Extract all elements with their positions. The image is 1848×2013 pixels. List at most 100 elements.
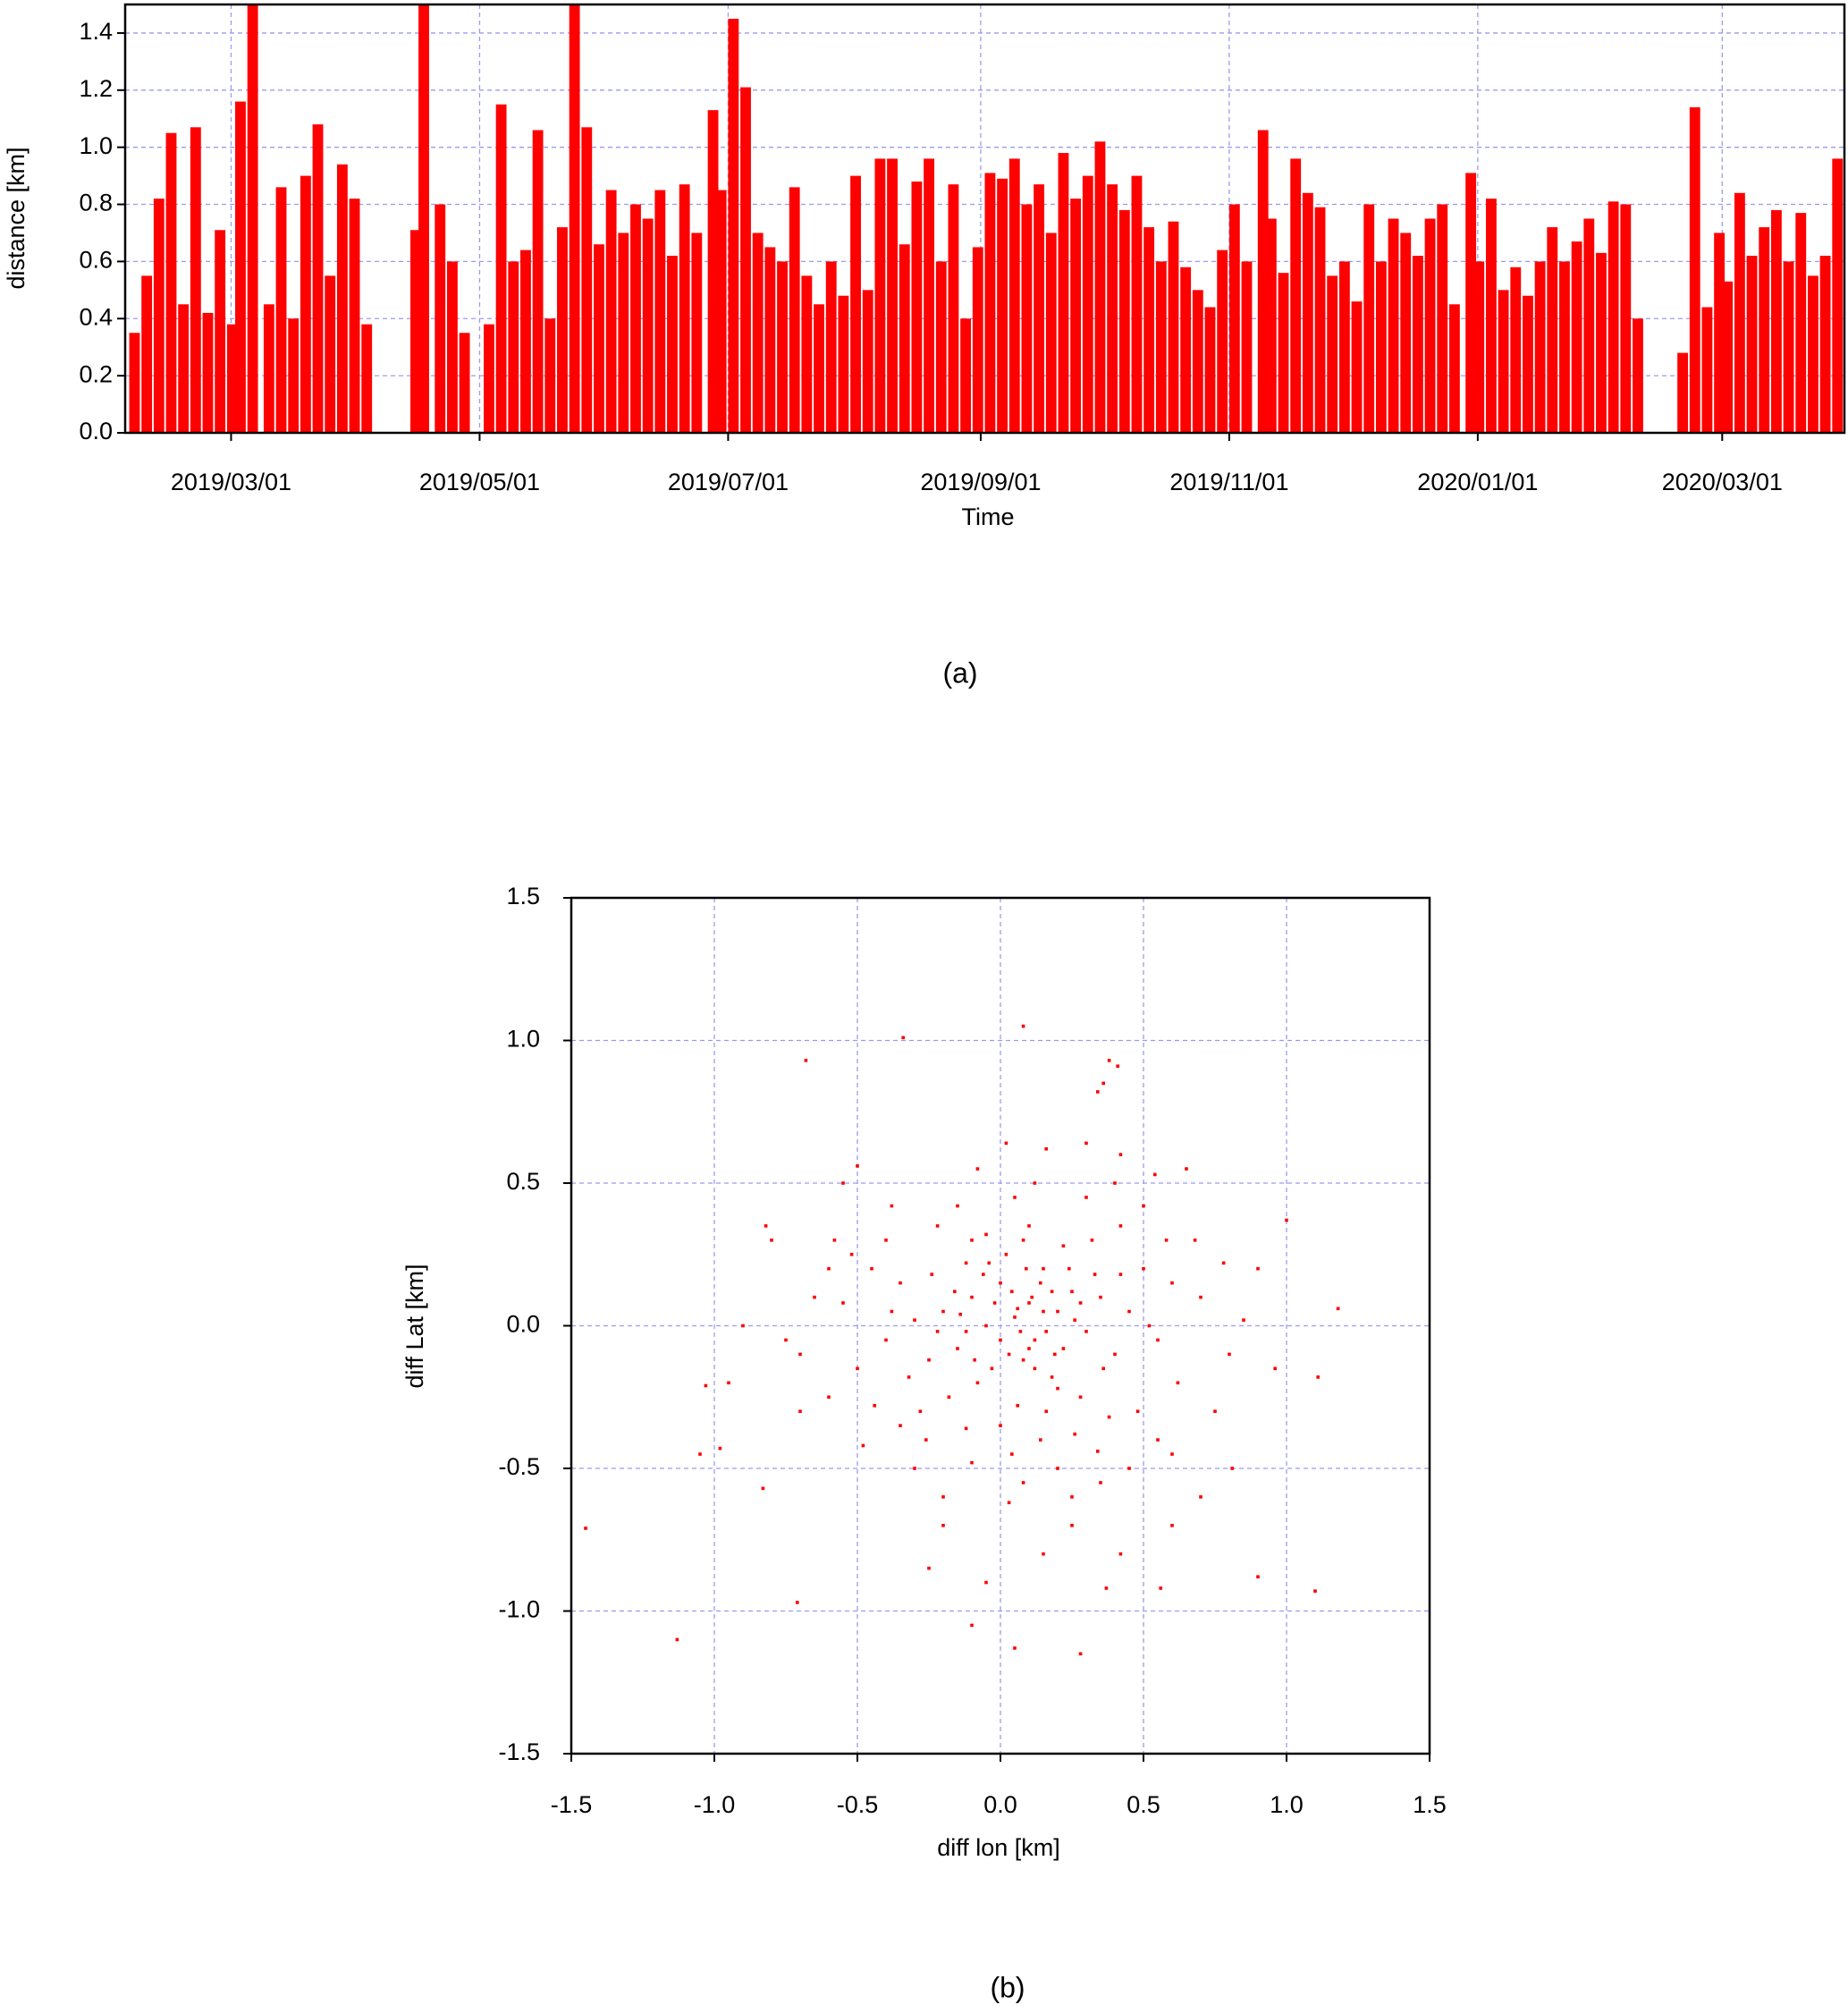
- point: [964, 1426, 968, 1431]
- bar: [814, 304, 824, 433]
- point: [718, 1446, 722, 1451]
- bar: [1338, 261, 1350, 433]
- point: [1107, 1059, 1111, 1062]
- bar: [544, 318, 556, 433]
- point: [999, 1424, 1002, 1427]
- point: [1021, 1024, 1025, 1028]
- point: [1213, 1409, 1217, 1413]
- bar: [911, 181, 923, 433]
- bar: [960, 318, 972, 433]
- point: [1070, 1290, 1074, 1294]
- point: [984, 1324, 988, 1328]
- bar: [532, 130, 544, 434]
- bar: [1302, 192, 1313, 433]
- y-tick-label: -1.0: [498, 1596, 540, 1623]
- point: [1107, 1415, 1111, 1419]
- bar: [740, 87, 751, 434]
- bar: [850, 175, 861, 433]
- point: [1004, 1141, 1008, 1146]
- bar: [1571, 241, 1582, 433]
- point: [941, 1524, 945, 1527]
- bar: [1168, 221, 1179, 433]
- point: [1285, 1218, 1288, 1222]
- bar: [1759, 227, 1770, 433]
- bar: [924, 158, 934, 433]
- point: [1316, 1375, 1320, 1379]
- plot-frame: [123, 3, 1846, 435]
- bar: [336, 164, 348, 433]
- bar: [1832, 158, 1844, 433]
- x-tick-label: 0.5: [1127, 1791, 1160, 1818]
- bar: [752, 233, 764, 433]
- point: [741, 1324, 745, 1328]
- bar: [1131, 175, 1143, 433]
- point: [1010, 1452, 1014, 1456]
- point: [975, 1167, 980, 1171]
- bar: [1523, 295, 1533, 433]
- bar: [825, 261, 837, 433]
- bar: [1375, 261, 1387, 433]
- bar: [459, 333, 470, 433]
- bar: [801, 275, 813, 433]
- bar: [446, 261, 458, 433]
- point: [1061, 1347, 1066, 1350]
- x-axis-label: Time: [962, 503, 1015, 530]
- bar: [1180, 266, 1192, 433]
- bar: [594, 244, 604, 433]
- point: [1313, 1589, 1317, 1593]
- bar: [1633, 318, 1643, 433]
- bar: [667, 256, 678, 433]
- y-tick-label: 1.5: [506, 883, 540, 909]
- bar: [679, 184, 690, 433]
- x-tick-label: 2019/03/01: [171, 469, 291, 495]
- bar: [1217, 250, 1228, 433]
- point: [1199, 1495, 1202, 1499]
- bar: [418, 4, 429, 433]
- point: [973, 1358, 976, 1362]
- point: [1127, 1467, 1131, 1470]
- bar: [1228, 204, 1240, 433]
- bar: [1465, 173, 1477, 433]
- point: [804, 1059, 808, 1062]
- bar: [215, 230, 226, 433]
- bar: [1620, 204, 1632, 433]
- point: [1078, 1652, 1083, 1656]
- bar: [1118, 209, 1130, 433]
- bar: [899, 244, 910, 433]
- bar: [777, 261, 788, 433]
- point: [1193, 1239, 1197, 1242]
- point: [1113, 1181, 1117, 1185]
- bar: [1278, 273, 1289, 433]
- point: [1164, 1239, 1169, 1242]
- bar: [1448, 304, 1460, 433]
- point: [1016, 1404, 1019, 1408]
- point: [1042, 1552, 1045, 1556]
- bar: [361, 324, 373, 433]
- x-axis-label: diff lon [km]: [937, 1834, 1060, 1861]
- bar: [715, 190, 727, 434]
- point: [1044, 1330, 1048, 1333]
- point: [1113, 1352, 1117, 1357]
- bar: [435, 204, 446, 433]
- point: [1142, 1266, 1145, 1271]
- point: [698, 1452, 702, 1456]
- point: [841, 1301, 845, 1305]
- point: [1242, 1318, 1245, 1322]
- bar: [165, 132, 177, 433]
- point: [798, 1409, 802, 1413]
- point: [1042, 1309, 1045, 1314]
- bar: [226, 324, 238, 433]
- bar: [997, 178, 1008, 433]
- point: [873, 1404, 876, 1408]
- x-tick-label: 2019/09/01: [920, 469, 1041, 495]
- point: [935, 1330, 940, 1333]
- bar: [1290, 158, 1302, 433]
- point: [584, 1527, 587, 1530]
- bar: [1722, 281, 1734, 433]
- point: [1101, 1366, 1105, 1371]
- point: [1176, 1381, 1180, 1385]
- bar: [1143, 227, 1155, 433]
- bar: [1701, 307, 1713, 433]
- bar: [1082, 175, 1093, 433]
- point: [1030, 1295, 1034, 1299]
